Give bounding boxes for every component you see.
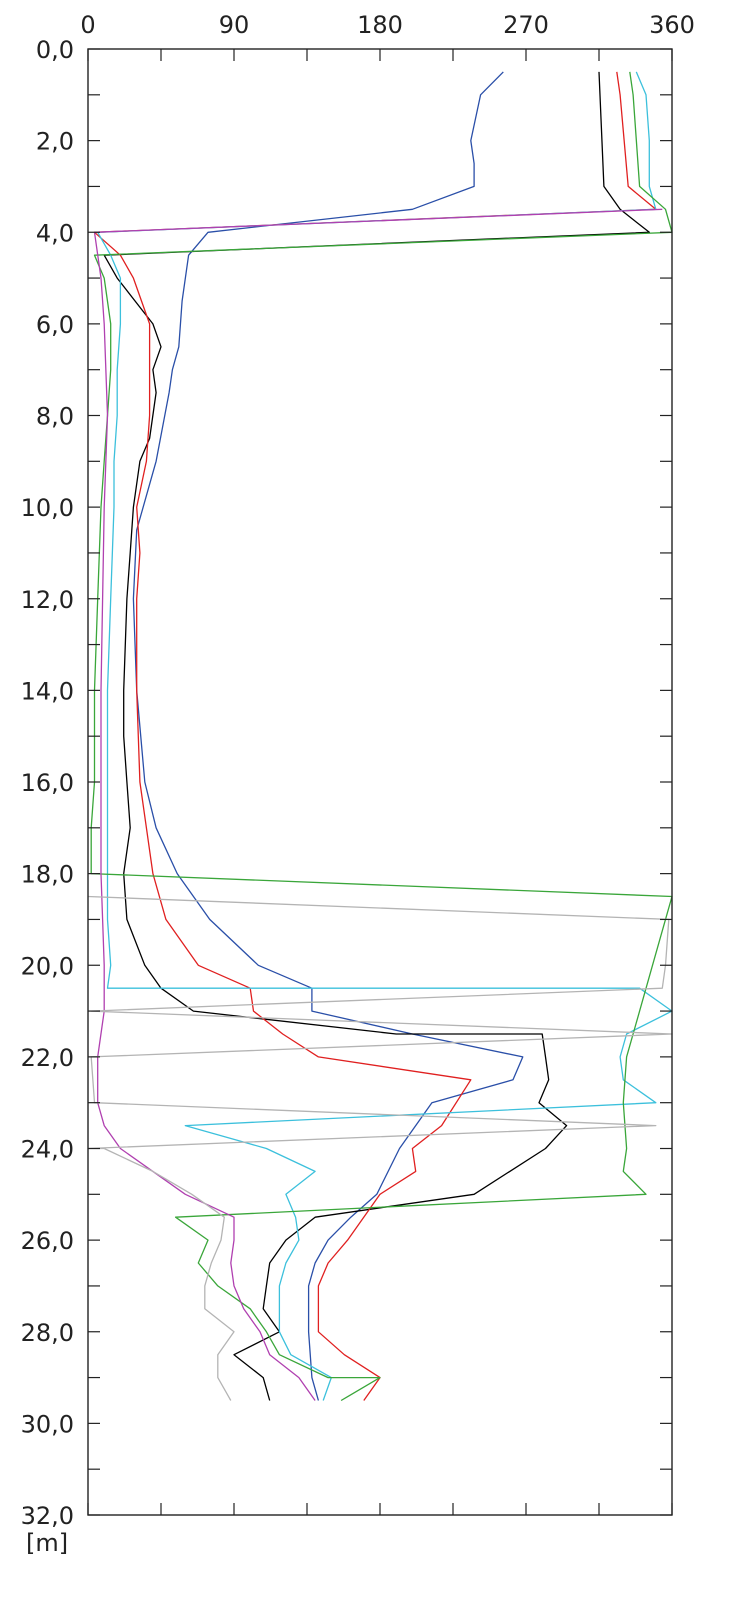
series-line-1 (132, 71, 524, 1401)
y-tick-label: 12,0 (21, 586, 74, 614)
x-axis: 0 90 180 270 360 (80, 11, 695, 1515)
y-tick-label: 18,0 (21, 861, 74, 889)
series-layer (87, 71, 673, 1402)
y-axis-label: [m] (26, 1529, 68, 1557)
y-axis: 0,0 2,0 4,0 6,0 8,0 10,0 12,0 14,0 16,0 18,0 20,0 2… (21, 36, 672, 1530)
y-tick-label: 6,0 (36, 311, 74, 339)
y-tick-label: 4,0 (36, 219, 74, 247)
y-tick-label: 2,0 (36, 128, 74, 156)
y-tick-label: 10,0 (21, 494, 74, 522)
plot-frame (87, 48, 673, 1516)
y-tick-label: 26,0 (21, 1227, 74, 1255)
y-tick-label: 8,0 (36, 403, 74, 431)
x-tick-label: 360 (649, 11, 695, 39)
series-line-2 (103, 71, 650, 1401)
y-tick-label: 0,0 (36, 36, 74, 64)
y-tick-label: 28,0 (21, 1319, 74, 1347)
series-line-4 (97, 71, 673, 1401)
series-line-7 (87, 895, 673, 1401)
x-tick-label: 270 (503, 11, 549, 39)
series-line-6 (93, 208, 663, 1401)
y-tick-label: 14,0 (21, 677, 74, 705)
x-tick-label: 180 (357, 11, 403, 39)
y-tick-label: 30,0 (21, 1410, 74, 1438)
y-tick-label: 24,0 (21, 1136, 74, 1164)
series-line-3 (93, 71, 657, 1401)
series-line-5 (90, 71, 673, 1402)
x-tick-label: 90 (219, 11, 250, 39)
y-tick-label: 22,0 (21, 1044, 74, 1072)
x-tick-label: 0 (80, 11, 95, 39)
y-tick-label: 32,0 (21, 1502, 74, 1530)
y-tick-label: 16,0 (21, 769, 74, 797)
y-tick-label: 20,0 (21, 952, 74, 980)
